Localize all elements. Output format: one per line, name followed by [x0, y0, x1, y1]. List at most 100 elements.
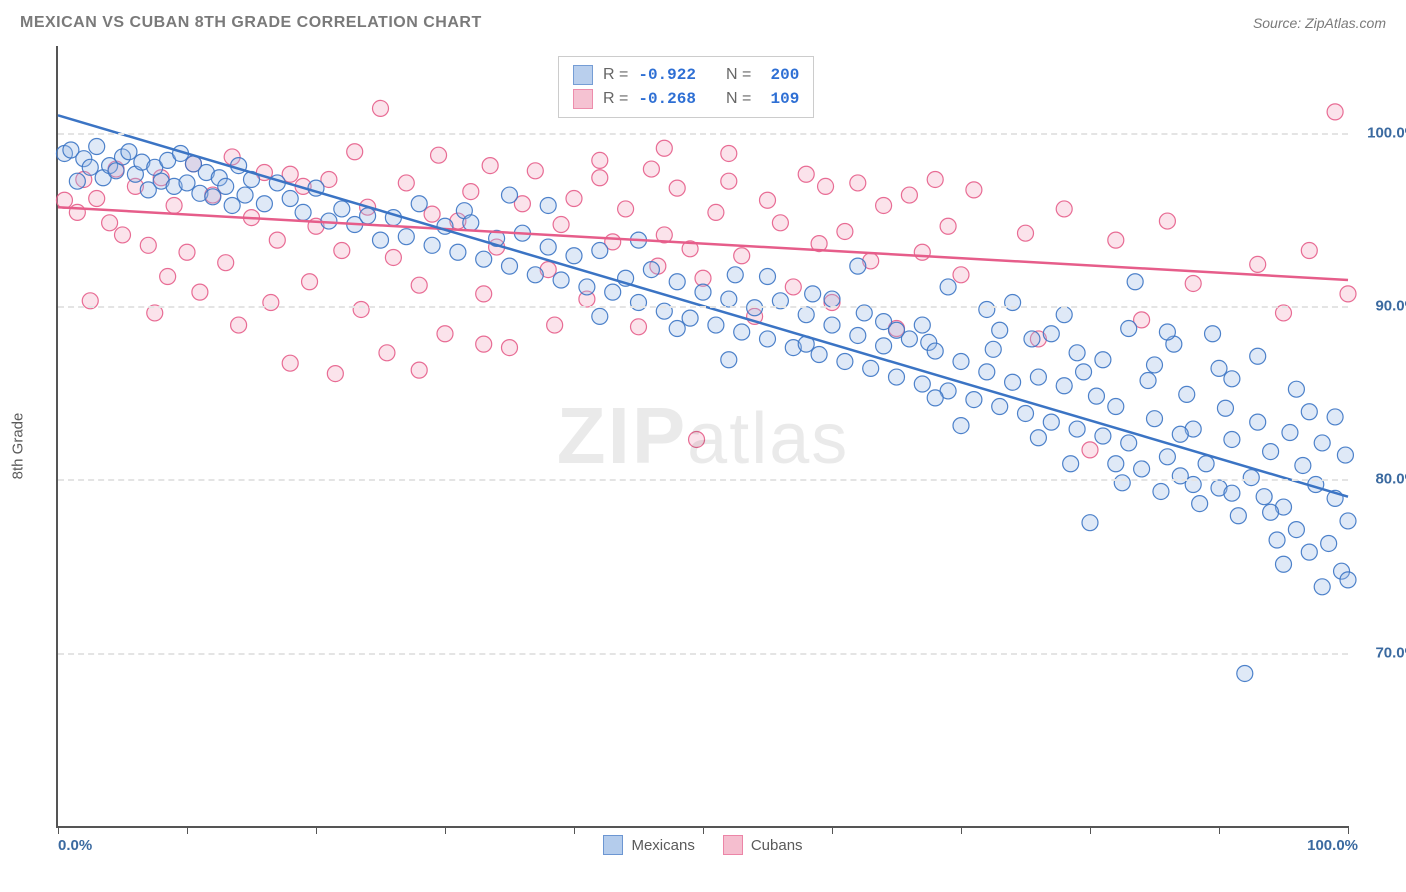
chart-source: Source: ZipAtlas.com	[1253, 15, 1386, 31]
scatter-point-mexicans	[1269, 532, 1285, 548]
scatter-point-cubans	[760, 192, 776, 208]
scatter-point-mexicans	[1114, 475, 1130, 491]
scatter-point-cubans	[798, 166, 814, 182]
scatter-point-mexicans	[82, 159, 98, 175]
scatter-point-cubans	[1340, 286, 1356, 302]
scatter-point-cubans	[179, 244, 195, 260]
scatter-point-cubans	[115, 227, 131, 243]
scatter-point-cubans	[411, 277, 427, 293]
scatter-point-mexicans	[1288, 381, 1304, 397]
scatter-point-mexicans	[966, 392, 982, 408]
scatter-point-mexicans	[1301, 544, 1317, 560]
scatter-point-mexicans	[914, 376, 930, 392]
scatter-point-cubans	[721, 145, 737, 161]
scatter-point-mexicans	[1205, 326, 1221, 342]
scatter-point-mexicans	[876, 338, 892, 354]
scatter-point-mexicans	[889, 369, 905, 385]
gridline	[58, 479, 1348, 481]
swatch-mexicans	[573, 65, 593, 85]
scatter-point-mexicans	[1043, 326, 1059, 342]
scatter-point-mexicans	[1095, 428, 1111, 444]
scatter-point-mexicans	[1250, 414, 1266, 430]
scatter-point-mexicans	[502, 258, 518, 274]
scatter-point-mexicans	[1159, 449, 1175, 465]
x-tick	[1090, 826, 1091, 834]
scatter-point-cubans	[398, 175, 414, 191]
scatter-point-cubans	[1250, 256, 1266, 272]
scatter-point-cubans	[876, 197, 892, 213]
scatter-point-mexicans	[592, 243, 608, 259]
scatter-point-mexicans	[463, 215, 479, 231]
scatter-point-cubans	[1327, 104, 1343, 120]
scatter-point-cubans	[431, 147, 447, 163]
scatter-point-mexicans	[360, 208, 376, 224]
scatter-point-mexicans	[1224, 431, 1240, 447]
scatter-point-cubans	[721, 173, 737, 189]
legend-label: Cubans	[751, 837, 803, 854]
x-tick	[1348, 826, 1349, 834]
scatter-point-cubans	[385, 249, 401, 265]
scatter-point-mexicans	[592, 308, 608, 324]
scatter-point-cubans	[527, 163, 543, 179]
scatter-point-mexicans	[850, 327, 866, 343]
scatter-point-cubans	[689, 431, 705, 447]
scatter-point-cubans	[927, 171, 943, 187]
scatter-point-cubans	[631, 319, 647, 335]
x-tick	[316, 826, 317, 834]
scatter-point-mexicans	[760, 331, 776, 347]
scatter-point-mexicans	[1327, 409, 1343, 425]
scatter-point-cubans	[818, 178, 834, 194]
scatter-point-mexicans	[1321, 535, 1337, 551]
scatter-point-cubans	[1082, 442, 1098, 458]
scatter-point-cubans	[592, 152, 608, 168]
scatter-point-mexicans	[1134, 461, 1150, 477]
scatter-point-mexicans	[1024, 331, 1040, 347]
scatter-point-mexicans	[218, 178, 234, 194]
scatter-point-cubans	[463, 184, 479, 200]
scatter-point-mexicans	[256, 196, 272, 212]
scatter-point-mexicans	[1005, 374, 1021, 390]
scatter-point-mexicans	[1063, 456, 1079, 472]
scatter-point-mexicans	[1088, 388, 1104, 404]
scatter-point-mexicans	[1121, 435, 1137, 451]
y-tick-label: 80.0%	[1375, 471, 1406, 488]
legend-swatch-cubans	[723, 835, 743, 855]
scatter-point-cubans	[437, 326, 453, 342]
scatter-point-mexicans	[824, 317, 840, 333]
trend-line-cubans	[58, 207, 1348, 280]
scatter-point-mexicans	[605, 284, 621, 300]
scatter-point-mexicans	[721, 352, 737, 368]
scatter-point-cubans	[373, 100, 389, 116]
scatter-point-mexicans	[1192, 496, 1208, 512]
scatter-point-mexicans	[1256, 489, 1272, 505]
scatter-point-mexicans	[992, 399, 1008, 415]
scatter-point-mexicans	[669, 274, 685, 290]
scatter-point-cubans	[411, 362, 427, 378]
scatter-point-cubans	[669, 180, 685, 196]
scatter-point-mexicans	[1172, 426, 1188, 442]
x-tick	[574, 826, 575, 834]
gridline	[58, 133, 1348, 135]
scatter-point-mexicans	[1263, 444, 1279, 460]
scatter-point-mexicans	[540, 239, 556, 255]
scatter-point-mexicans	[979, 364, 995, 380]
scatter-point-mexicans	[1108, 456, 1124, 472]
scatter-point-mexicans	[824, 291, 840, 307]
x-tick	[832, 826, 833, 834]
scatter-point-cubans	[334, 243, 350, 259]
scatter-point-cubans	[837, 223, 853, 239]
x-tick	[445, 826, 446, 834]
scatter-point-cubans	[263, 295, 279, 311]
x-tick	[187, 826, 188, 834]
scatter-point-mexicans	[527, 267, 543, 283]
scatter-point-mexicans	[1282, 425, 1298, 441]
scatter-point-mexicans	[205, 189, 221, 205]
scatter-point-cubans	[643, 161, 659, 177]
scatter-point-mexicans	[1211, 360, 1227, 376]
scatter-point-cubans	[618, 201, 634, 217]
scatter-point-cubans	[379, 345, 395, 361]
legend-swatch-mexicans	[603, 835, 623, 855]
scatter-point-mexicans	[1288, 522, 1304, 538]
scatter-point-mexicans	[1030, 369, 1046, 385]
correlation-scatter-plot: R = -0.922N = 200R = -0.268N = 109 ZIPat…	[56, 46, 1348, 828]
